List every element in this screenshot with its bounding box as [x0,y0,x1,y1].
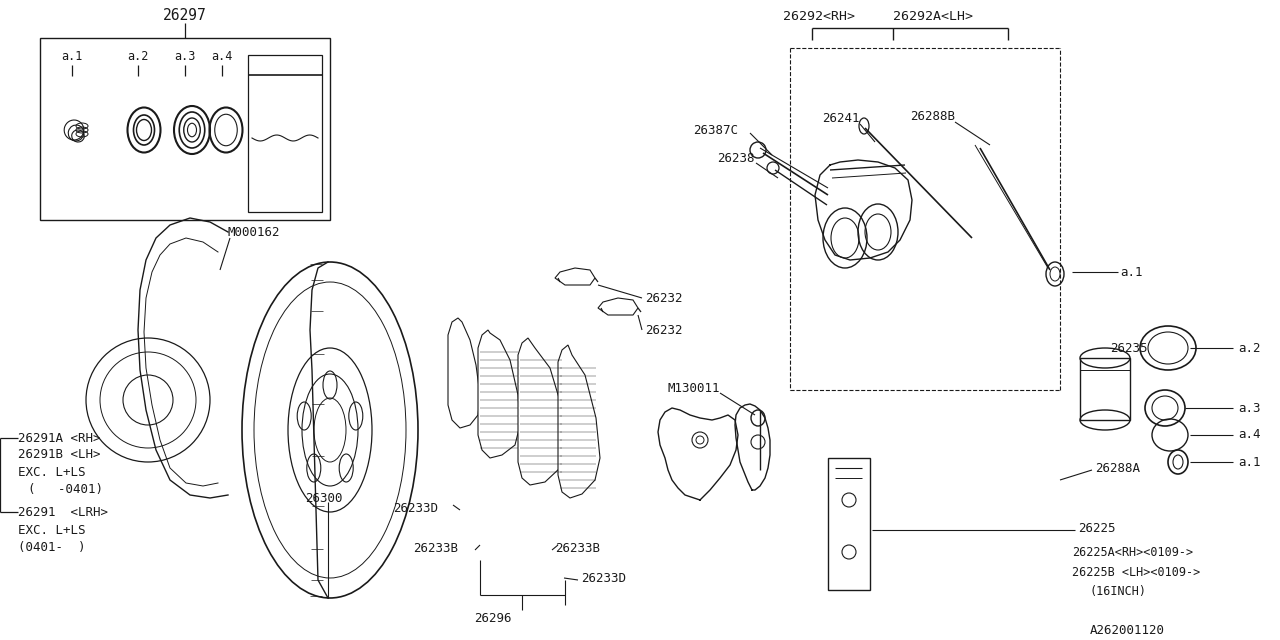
Text: M130011: M130011 [668,381,721,394]
Polygon shape [558,345,600,498]
Text: (   -0401): ( -0401) [28,483,102,497]
Text: 26296: 26296 [475,611,512,625]
Text: a.1: a.1 [1120,266,1143,278]
Bar [828,458,870,590]
Polygon shape [556,268,595,285]
Text: a.1: a.1 [1238,456,1261,468]
Text: 26291B <LH>: 26291B <LH> [18,449,101,461]
Text: 26225A<RH><0109->: 26225A<RH><0109-> [1073,545,1193,559]
Text: 26241: 26241 [822,111,859,125]
Bar [1080,358,1130,420]
Text: EXC. L+LS: EXC. L+LS [18,524,86,536]
Text: a.1: a.1 [61,51,83,63]
Text: 26292A<LH>: 26292A<LH> [893,10,973,22]
Text: a.2: a.2 [1238,342,1261,355]
Text: 26232: 26232 [645,291,682,305]
Text: a.3: a.3 [174,51,196,63]
Text: 26233B: 26233B [556,541,600,554]
Polygon shape [477,330,520,458]
Text: 26233D: 26233D [393,502,438,515]
Text: (16INCH): (16INCH) [1091,586,1147,598]
Text: A262001120: A262001120 [1091,623,1165,637]
Text: EXC. L+LS: EXC. L+LS [18,465,86,479]
Bar [40,38,330,220]
Polygon shape [598,298,637,315]
Text: 26291A <RH>: 26291A <RH> [18,431,101,445]
Text: 26225: 26225 [1078,522,1115,534]
Text: 26291  <LRH>: 26291 <LRH> [18,506,108,518]
Text: a.4: a.4 [211,51,233,63]
Text: 26235: 26235 [1110,342,1147,355]
Text: 26292<RH>: 26292<RH> [783,10,855,22]
Text: 26387C: 26387C [692,124,739,136]
Text: 26233D: 26233D [581,572,626,584]
Text: (0401-  ): (0401- ) [18,541,86,554]
Text: a.4: a.4 [1238,429,1261,442]
Text: 26232: 26232 [645,323,682,337]
Text: 26225B <LH><0109->: 26225B <LH><0109-> [1073,566,1201,579]
Text: M000162: M000162 [228,227,280,239]
Text: 26288B: 26288B [910,109,955,122]
Text: 26238: 26238 [717,152,754,164]
Bar [248,55,323,212]
Text: 26297: 26297 [163,8,207,24]
Text: 26300: 26300 [305,492,343,504]
Polygon shape [518,338,564,485]
Text: 26233B: 26233B [413,541,458,554]
Text: a.3: a.3 [1238,401,1261,415]
Text: a.2: a.2 [127,51,148,63]
Polygon shape [448,318,480,428]
Text: 26288A: 26288A [1094,461,1140,474]
